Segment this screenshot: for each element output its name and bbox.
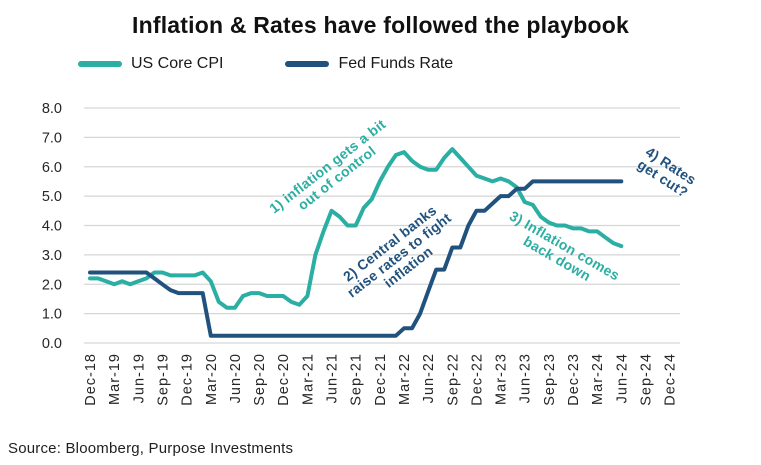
x-tick-label: Dec-24 (663, 353, 679, 406)
x-tick-label: Dec-20 (276, 353, 292, 406)
x-tick-label: Dec-21 (373, 353, 389, 406)
x-tick-label: Jun-19 (131, 353, 147, 403)
x-tick-label: Mar-24 (590, 353, 606, 405)
chart-title: Inflation & Rates have followed the play… (132, 12, 629, 38)
legend-swatch-navy-icon (285, 61, 330, 67)
us-core-cpi-line (88, 147, 624, 310)
fed-funds-rate-line (88, 179, 624, 338)
y-tick-label: 8.0 (42, 101, 62, 117)
x-tick-label: Dec-19 (180, 353, 196, 406)
x-tick-label: Sep-23 (542, 353, 558, 406)
x-tick-label: Mar-19 (107, 353, 123, 405)
x-tick-label: Dec-23 (566, 353, 582, 406)
y-tick-label: 5.0 (42, 189, 62, 205)
x-tick-label: Jun-21 (325, 353, 341, 403)
x-tick-label: Mar-23 (494, 353, 510, 405)
y-tick-label: 7.0 (42, 130, 62, 146)
annotation-3: 3) Inflation comesback down (499, 207, 622, 296)
y-tick-label: 1.0 (42, 307, 62, 323)
y-tick-label: 0.0 (42, 336, 62, 352)
x-tick-label: Jun-22 (421, 353, 437, 403)
chart-area: 0.0 1.0 2.0 3.0 4.0 5.0 6.0 7.0 8.0 Dec-18 Mar-19 J… (0, 92, 761, 437)
x-tick-label: Mar-22 (397, 353, 413, 405)
x-tick-label: Sep-19 (155, 353, 171, 406)
legend-label-fed-funds-rate: Fed Funds Rate (338, 55, 454, 72)
legend-item-us-core-cpi: US Core CPI (78, 55, 223, 73)
y-tick-label: 2.0 (42, 277, 62, 293)
legend-item-fed-funds-rate: Fed Funds Rate (285, 55, 453, 73)
legend: US Core CPI Fed Funds Rate (0, 39, 761, 77)
annotation-4: 4) Ratesget cut? (635, 144, 700, 201)
x-tick-label: Sep-22 (445, 353, 461, 406)
x-tick-label: Sep-20 (252, 353, 268, 406)
x-tick-label: Sep-24 (638, 353, 654, 406)
y-tick-label: 6.0 (42, 160, 62, 176)
y-tick-label: 4.0 (42, 219, 62, 235)
legend-label-us-core-cpi: US Core CPI (131, 55, 224, 72)
x-tick-label: Jun-23 (518, 353, 534, 403)
x-tick-label: Dec-22 (469, 353, 485, 406)
chart-svg: 0.0 1.0 2.0 3.0 4.0 5.0 6.0 7.0 8.0 Dec-18 Mar-19 J… (42, 101, 700, 406)
x-tick-label: Jun-24 (614, 353, 630, 403)
x-tick-label: Jun-20 (228, 353, 244, 403)
x-tick-label: Dec-18 (83, 353, 99, 406)
x-tick-label: Mar-20 (204, 353, 220, 405)
x-tick-label: Mar-21 (300, 353, 316, 405)
source-line: Source: Bloomberg, Purpose Investments (8, 440, 294, 457)
legend-swatch-teal-icon (78, 61, 122, 67)
y-tick-label: 3.0 (42, 248, 62, 264)
x-tick-label: Sep-21 (349, 353, 365, 406)
